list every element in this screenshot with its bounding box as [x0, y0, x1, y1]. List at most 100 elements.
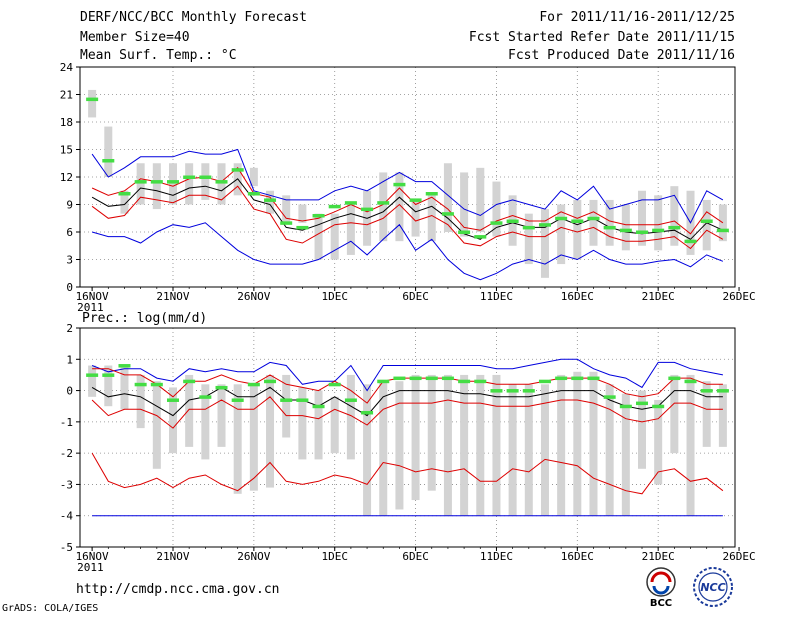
mean-marker — [490, 221, 503, 225]
mean-marker — [538, 223, 551, 227]
y-tick-label: 24 — [60, 61, 74, 74]
x-tick-label: 16DEC — [561, 290, 594, 303]
spread-box — [217, 163, 226, 205]
y-tick-label: 18 — [60, 116, 73, 129]
spread-box — [460, 172, 469, 237]
mean-marker — [280, 398, 293, 402]
x-tick-label: 6DEC — [402, 290, 429, 303]
spread-box — [524, 213, 533, 265]
x-tick-label: 26DEC — [722, 550, 755, 563]
mean-marker — [183, 379, 196, 384]
spread-box — [379, 381, 388, 516]
mean-marker — [86, 97, 99, 102]
y-tick-label: 9 — [66, 199, 73, 212]
y-tick-label: -2 — [60, 447, 73, 460]
mean-marker — [393, 182, 406, 187]
mean-marker — [571, 219, 584, 223]
x-tick-label: 21DEC — [642, 290, 675, 303]
spread-box — [249, 384, 258, 491]
x-tick-label: 21NOV — [156, 550, 189, 563]
mean-marker — [344, 398, 357, 402]
spread-box — [605, 199, 614, 246]
x-year-label: 2011 — [77, 301, 104, 314]
mean-marker — [555, 376, 568, 381]
spread-box — [346, 374, 355, 460]
spread-box — [540, 209, 549, 278]
x-tick-label: 26NOV — [237, 290, 270, 303]
mean-marker — [441, 376, 454, 381]
spread-box — [379, 172, 388, 242]
spread-box — [201, 163, 210, 200]
x-tick-label: 1DEC — [321, 550, 348, 563]
spread-box — [233, 384, 242, 494]
header-variable: Mean Surf. Temp.: °C — [80, 48, 237, 63]
mean-marker — [474, 235, 487, 239]
median-line — [91, 386, 723, 417]
plot-frame — [79, 327, 736, 548]
spread-box — [670, 374, 679, 454]
spread-box — [168, 163, 177, 205]
mean-marker — [377, 379, 390, 384]
spread-box — [201, 384, 210, 460]
mean-marker — [522, 389, 535, 393]
spread-box — [460, 374, 469, 516]
spread-box — [540, 384, 549, 516]
spread-box — [492, 181, 501, 237]
spread-box — [508, 384, 517, 516]
mean-marker — [118, 192, 131, 196]
mean-marker — [700, 389, 713, 393]
x-tick-label: 16NOV — [76, 550, 109, 563]
mean-marker — [668, 376, 681, 381]
inner-low-line — [91, 185, 724, 250]
mean-marker — [199, 175, 212, 179]
chart-panel-1: 0 3 6 9 12 15 18 21 24 16NOV 21NOV 26NOV 1DEC 6DEC 11D… — [60, 61, 756, 314]
svg-text:BCC: BCC — [650, 598, 672, 608]
mean-marker — [312, 214, 325, 218]
spread-box — [217, 384, 226, 447]
spread-box — [621, 393, 630, 516]
mean-marker — [490, 389, 503, 393]
mean-marker — [425, 192, 438, 196]
y-tick-label: -1 — [60, 416, 73, 429]
spread-box — [298, 387, 307, 460]
ncc-logo: NCC — [693, 567, 733, 607]
mean-marker — [441, 212, 454, 216]
mean-marker — [603, 225, 616, 230]
footer-url[interactable]: http://cmdp.ncc.cma.gov.cn — [76, 582, 280, 597]
mean-marker — [280, 221, 293, 225]
spread-box — [443, 374, 452, 516]
spread-box — [88, 89, 97, 118]
footer-credit: GrADS: COLA/IGES — [2, 603, 99, 614]
mean-marker — [183, 175, 196, 179]
spread-box — [718, 384, 727, 447]
spread-box — [346, 204, 355, 255]
mean-marker — [652, 404, 665, 409]
spread-box — [152, 163, 161, 210]
bcc-logo: BCC — [646, 567, 676, 608]
spread-box — [476, 167, 485, 232]
y-tick-label: 1 — [66, 353, 73, 366]
y-tick-label: -4 — [60, 510, 74, 523]
spread-box — [314, 390, 323, 460]
mean-marker — [619, 228, 632, 233]
spread-box — [427, 195, 436, 242]
outer-high-line — [91, 148, 724, 224]
spread-box — [605, 384, 614, 516]
median-line — [91, 178, 724, 240]
mean-marker — [328, 204, 341, 209]
mean-marker — [603, 395, 616, 399]
spread-box — [152, 381, 161, 469]
spread-box — [702, 199, 711, 251]
spread-box — [363, 384, 372, 516]
outer-low-line — [91, 452, 724, 495]
mean-marker — [700, 219, 713, 223]
x-tick-label: 1DEC — [321, 290, 348, 303]
mean-marker — [102, 373, 115, 377]
mean-marker — [86, 373, 99, 377]
spread-box — [492, 374, 501, 516]
y-tick-label: 0 — [66, 281, 73, 294]
x-year-label: 2011 — [77, 561, 104, 574]
header-forecast-period: For 2011/11/16-2011/12/25 — [539, 10, 735, 25]
inner-high-line — [91, 167, 724, 235]
